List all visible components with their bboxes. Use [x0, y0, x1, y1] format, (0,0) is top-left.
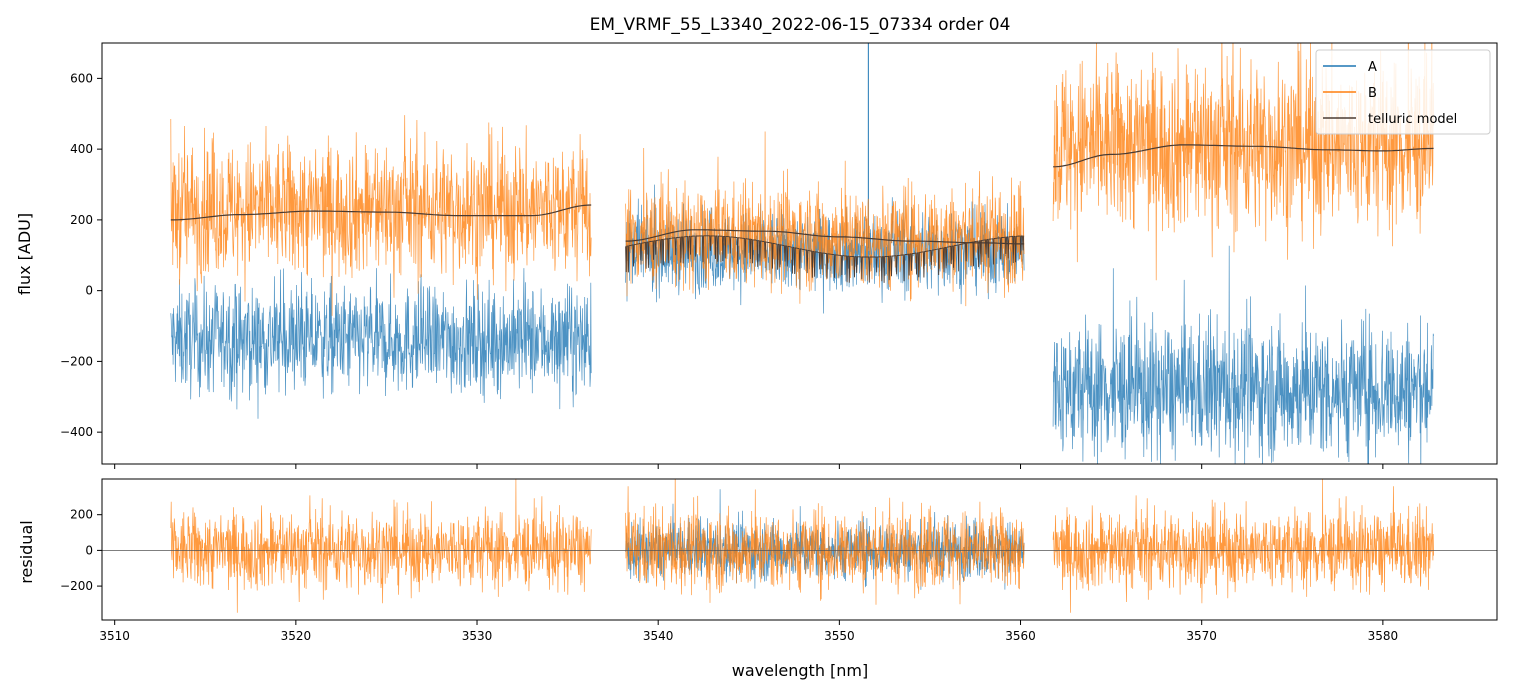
- wavelength-tick-label: 3520: [281, 629, 312, 643]
- residual-ytick-label: −200: [60, 579, 93, 593]
- series-a-segment-3: [1052, 245, 1434, 464]
- flux-panel-frame: [101, 42, 1498, 465]
- flux-y-axis: −400 −200 0 200 400 600: [60, 71, 102, 439]
- residual-panel: −200 0 200 3510 3520 3530 3540 3550 3560 3570 358…: [17, 478, 1498, 680]
- residual-b-segment-2: [625, 479, 1025, 605]
- flux-ytick-label: −400: [60, 425, 93, 439]
- telluric-continuum-1: [170, 204, 592, 221]
- flux-plot-area: [170, 43, 1434, 464]
- flux-axis-label: flux [ADU]: [15, 213, 34, 295]
- series-a-segment-1: [170, 268, 592, 419]
- flux-ytick-label: −200: [60, 354, 93, 368]
- legend-label-telluric: telluric model: [1368, 112, 1457, 127]
- wavelength-tick-label: 3530: [462, 629, 493, 643]
- flux-panel: −400 −200 0 200 400 600 flux [ADU] A B tellur…: [15, 42, 1498, 469]
- telluric-continuum-3: [1053, 144, 1434, 168]
- wavelength-tick-label: 3570: [1186, 629, 1217, 643]
- residual-ytick-label: 0: [85, 543, 93, 557]
- flux-ytick-label: 200: [70, 213, 93, 227]
- wavelength-tick-label: 3510: [99, 629, 130, 643]
- legend: A B telluric model: [1315, 49, 1491, 135]
- series-b-segment-2: [625, 131, 1025, 307]
- legend-label-a: A: [1368, 60, 1377, 75]
- legend-label-b: B: [1368, 86, 1377, 101]
- residual-plot-area: [102, 479, 1497, 613]
- flux-ytick-label: 0: [85, 284, 93, 298]
- chart-title: EM_VRMF_55_L3340_2022-06-15_07334 order …: [590, 15, 1011, 35]
- residual-y-axis: −200 0 200: [60, 508, 102, 593]
- residual-b-segment-1: [170, 479, 592, 613]
- wavelength-tick-label: 3560: [1005, 629, 1036, 643]
- wavelength-tick-label: 3550: [824, 629, 855, 643]
- legend-box: [1315, 49, 1491, 135]
- wavelength-tick-label: 3580: [1368, 629, 1399, 643]
- flux-ytick-label: 600: [70, 71, 93, 85]
- residual-b-segment-3: [1052, 479, 1434, 613]
- telluric-absorption-model: [625, 235, 1025, 283]
- series-b-segment-1: [170, 115, 592, 316]
- telluric-continuum-2: [625, 229, 1025, 245]
- flux-x-axis-ticks: [114, 464, 1384, 469]
- wavelength-axis-label: wavelength [nm]: [732, 661, 869, 680]
- wavelength-tick-label: 3540: [643, 629, 674, 643]
- residual-panel-frame: [101, 478, 1498, 621]
- residual-ytick-label: 200: [70, 508, 93, 522]
- residual-x-axis: 3510 3520 3530 3540 3550 3560 3570 3580: [99, 620, 1398, 643]
- flux-ytick-label: 400: [70, 142, 93, 156]
- residual-axis-label: residual: [17, 520, 36, 583]
